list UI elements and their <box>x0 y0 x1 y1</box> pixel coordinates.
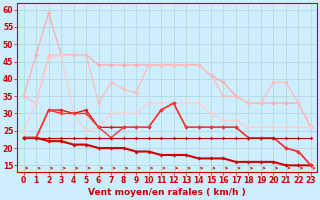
X-axis label: Vent moyen/en rafales ( km/h ): Vent moyen/en rafales ( km/h ) <box>88 188 246 197</box>
